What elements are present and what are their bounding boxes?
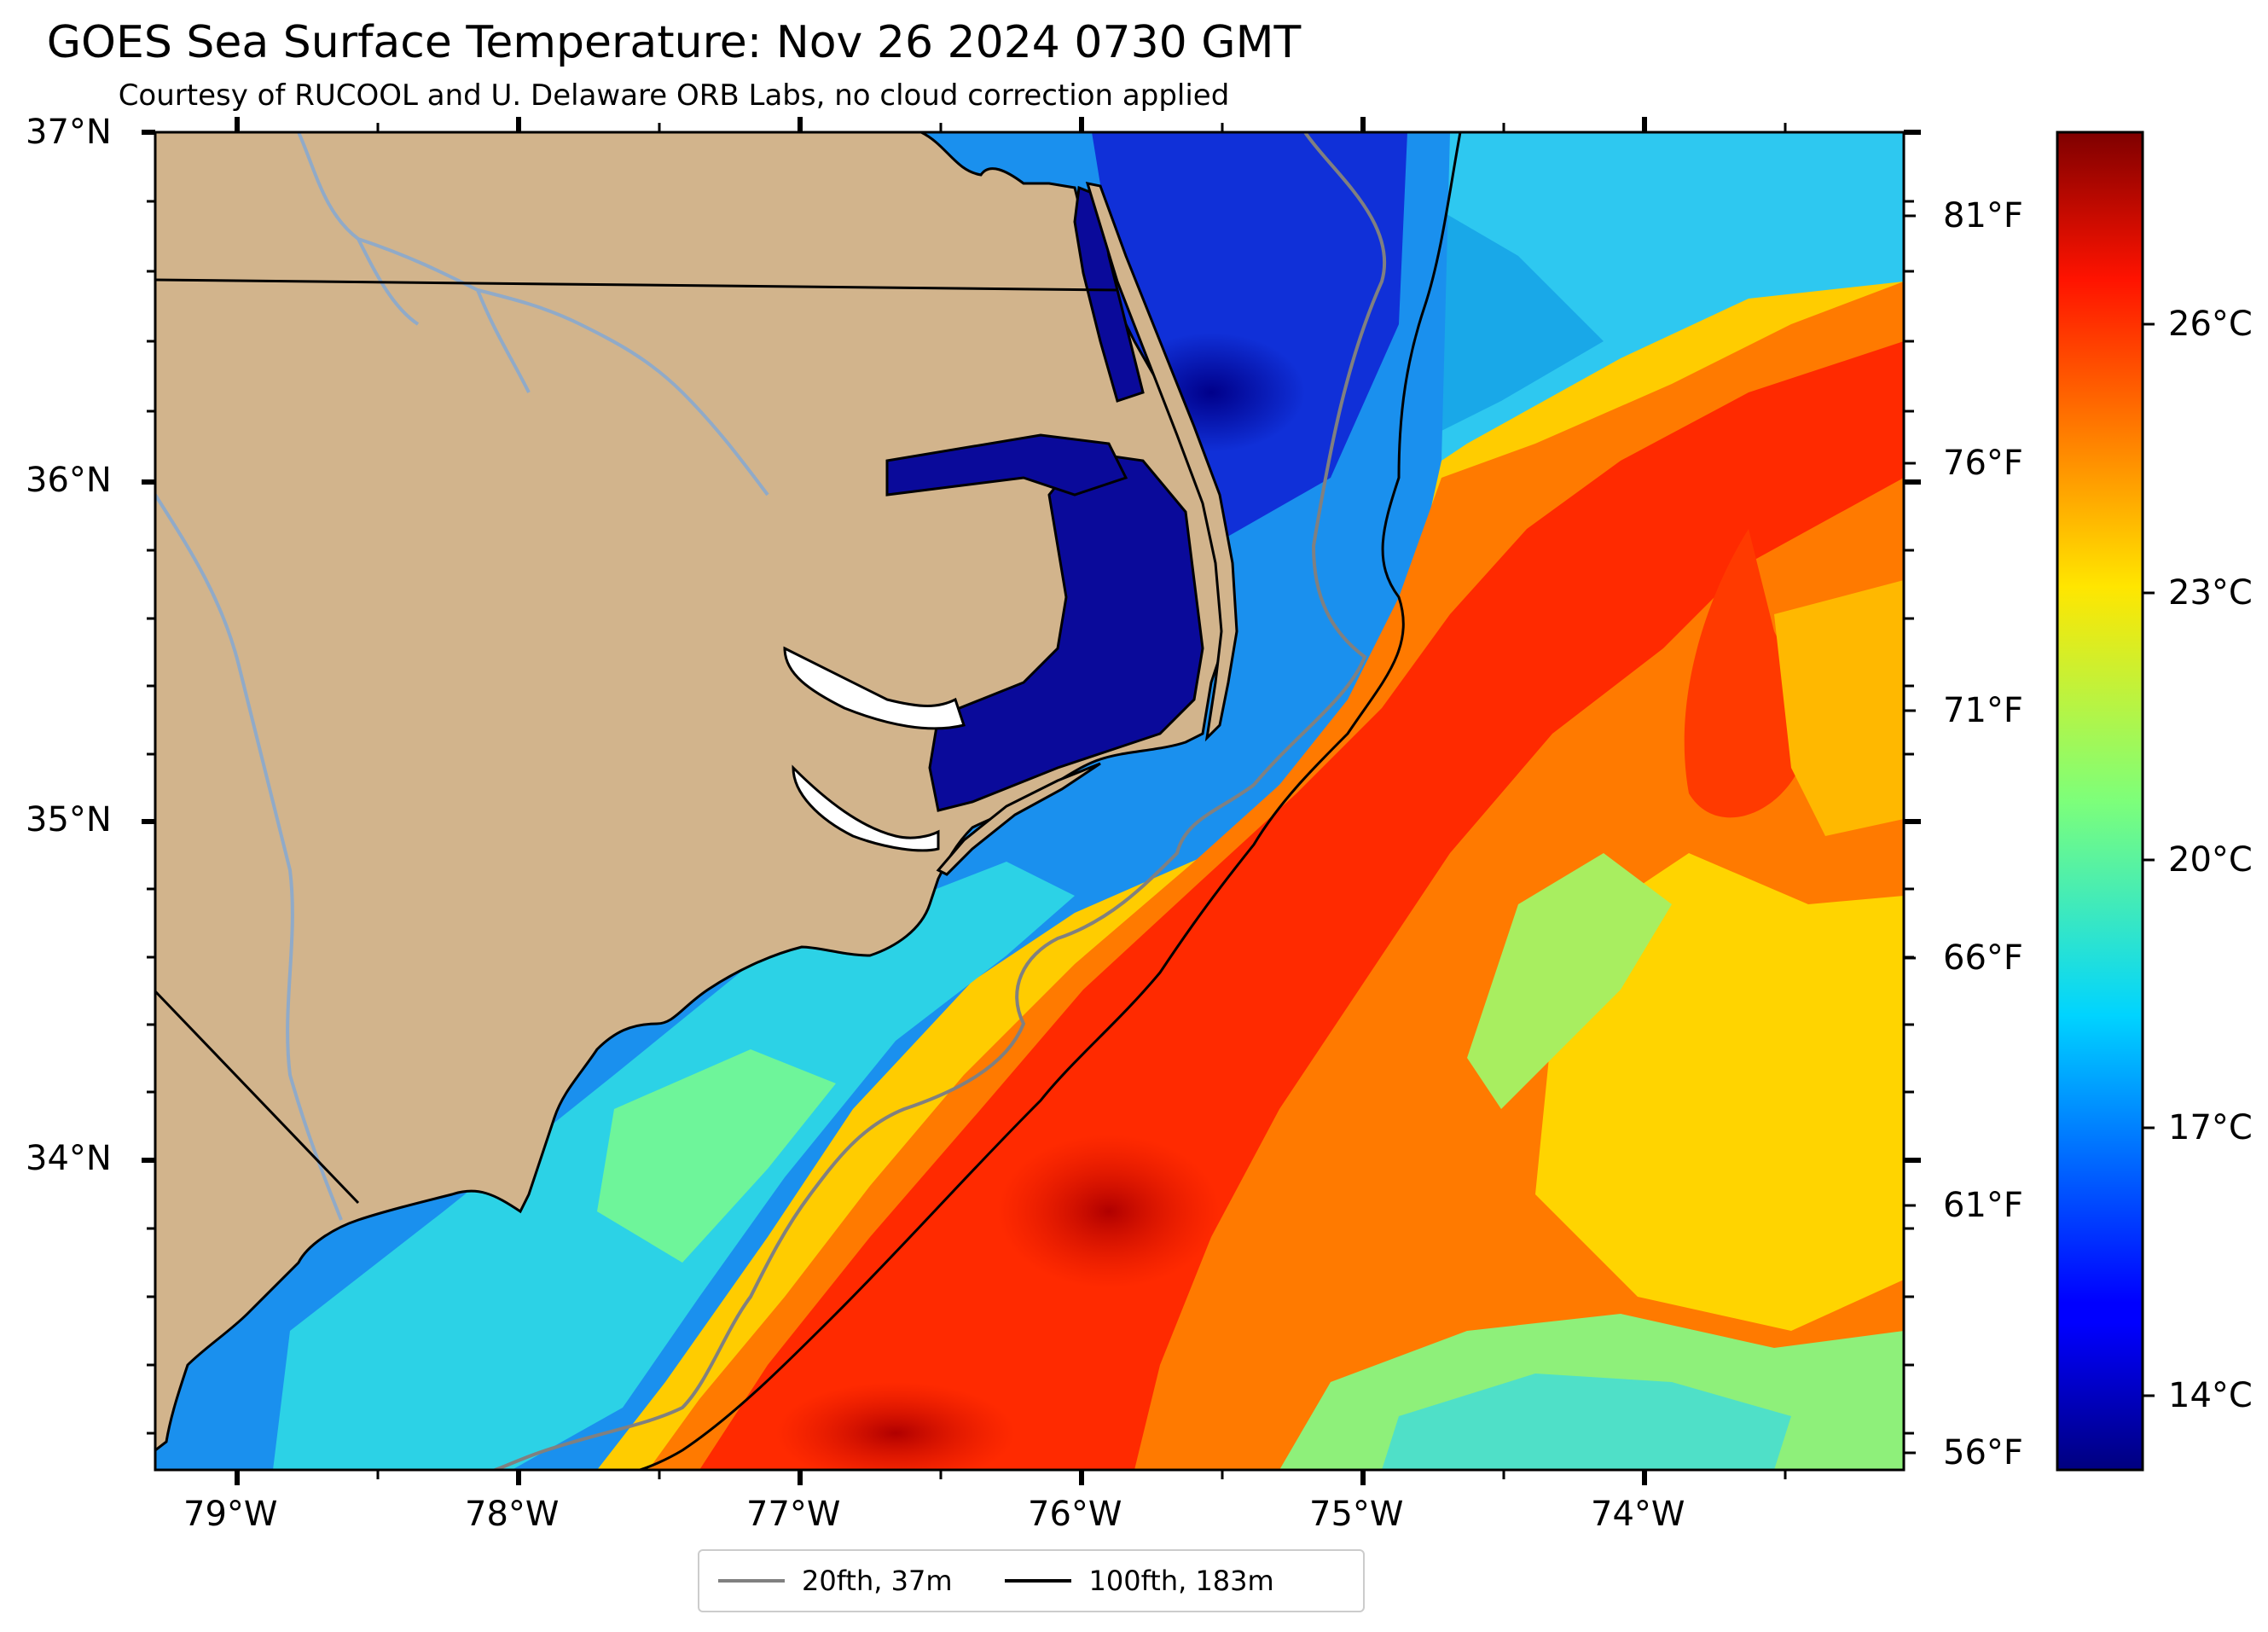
legend-item-100fth: 100fth, 183m — [1005, 1565, 1274, 1597]
rivers — [155, 132, 769, 1221]
isobath-20fth — [494, 132, 1387, 1470]
tick-label-56f: 56°F — [1943, 1433, 2023, 1472]
minor-ticks — [147, 123, 1914, 1479]
colorbar-ticks-c — [2143, 322, 2155, 1397]
lon-label-76: 76°W — [1028, 1495, 1122, 1534]
offshore-yellow-water-north — [1774, 580, 1904, 836]
tick-label-14c: 14°C — [2168, 1376, 2253, 1415]
isobath-100fth — [639, 132, 1462, 1470]
tick-label-71f: 71°F — [1943, 691, 2023, 730]
offshore-green-streak — [1467, 853, 1672, 1109]
lat-label-35: 35°N — [26, 800, 112, 839]
tick-label-76f: 76°F — [1943, 444, 2023, 483]
legend: 20fth, 37m 100fth, 183m — [698, 1549, 1365, 1612]
map-ticks — [142, 117, 1921, 1485]
cape-lookout-banks — [936, 762, 1101, 876]
lon-label-74: 74°W — [1591, 1495, 1685, 1534]
gulf-stream-core — [699, 341, 1904, 1470]
pamlico-river — [792, 764, 940, 852]
chart-title: GOES Sea Surface Temperature: Nov 26 202… — [46, 17, 1302, 68]
lon-label-79: 79°W — [183, 1495, 278, 1534]
legend-label-100fth: 100fth, 183m — [1088, 1565, 1274, 1597]
offshore-cyan-patch — [1382, 1374, 1791, 1470]
legend-label-20fth: 20fth, 37m — [802, 1565, 953, 1597]
tick-label-66f: 66°F — [1943, 938, 2023, 978]
colorbar — [2056, 131, 2144, 1472]
neuse-river — [783, 646, 966, 730]
map-frame — [154, 131, 1905, 1472]
lon-label-75: 75°W — [1309, 1495, 1404, 1534]
lat-label-36: 36°N — [26, 461, 112, 500]
nearshore-green-water — [597, 1049, 836, 1263]
lon-label-77: 77°W — [746, 1495, 841, 1534]
offshore-cool-water — [1416, 132, 1904, 478]
warm-eddy — [1684, 529, 1806, 818]
tick-label-61f: 61°F — [1943, 1186, 2023, 1225]
pamlico-sound — [928, 450, 1204, 812]
lat-label-34: 34°N — [26, 1139, 112, 1178]
tick-label-81f: 81°F — [1943, 196, 2023, 235]
state-border-nc-sc — [155, 990, 360, 1205]
chart-subtitle: Courtesy of RUCOOL and U. Delaware ORB L… — [118, 78, 1230, 113]
legend-item-20fth: 20fth, 37m — [718, 1565, 952, 1597]
tick-label-26c: 26°C — [2168, 305, 2253, 344]
lat-label-37: 37°N — [26, 113, 112, 152]
legend-line-black — [1005, 1579, 1072, 1583]
sst-map — [155, 132, 1904, 1470]
albemarle-sound — [885, 433, 1128, 497]
outer-banks — [1085, 182, 1238, 742]
fahrenheit-ticks — [1904, 214, 1916, 1455]
lon-label-78: 78°W — [465, 1495, 560, 1534]
tick-label-17c: 17°C — [2168, 1108, 2253, 1147]
offshore-teal-water — [1416, 196, 1604, 444]
tick-label-20c: 20°C — [2168, 840, 2253, 880]
state-border-va-nc — [155, 278, 1118, 292]
legend-line-gray — [718, 1579, 785, 1583]
tick-label-23c: 23°C — [2168, 573, 2253, 613]
